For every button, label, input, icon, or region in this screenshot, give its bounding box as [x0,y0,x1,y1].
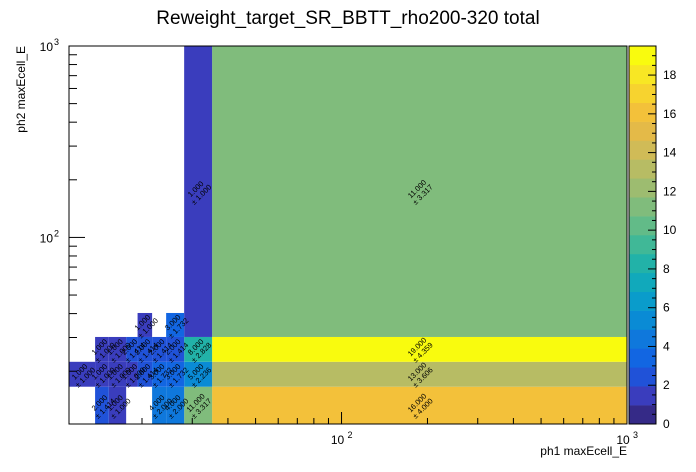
colorbar-tick-label: 8 [663,262,670,276]
heatmap-cell [108,361,127,387]
heatmap-cell [184,361,213,387]
colorbar-segment [629,121,656,141]
colorbar-segment [629,367,656,387]
colorbar-segment [629,253,656,274]
colorbar-tick-label: 10 [663,223,677,237]
heatmap-cell [212,361,627,387]
heatmap-cell [184,386,213,424]
colorbar-segment [629,140,656,160]
colorbar-tick-label: 2 [663,378,670,392]
colorbar-segment [629,405,656,425]
colorbar-segment [629,197,656,217]
heatmap-cell [95,386,109,424]
colorbar-segment [629,348,656,368]
colorbar-segment [629,310,656,330]
y-tick-exponent: 2 [54,228,59,238]
colorbar-tick-label: 18 [663,68,677,82]
heatmap-cell [95,336,109,362]
y-tick-label: 10 [40,40,54,54]
colorbar-segment [629,178,656,198]
y-axis-title: ph2 maxEcell_E [14,46,28,133]
axes: 10 2 10 310 210 3 [40,37,638,447]
heatmap-cell [137,336,153,362]
heatmap-cell [126,361,138,387]
heatmap-cell [184,336,213,362]
colorbar-segment [629,216,656,236]
x-tick-exponent: 2 [348,430,353,440]
colorbar-tick-label: 4 [663,339,670,353]
heatmap-cell [137,312,153,337]
heatmap-cell [152,336,167,362]
colorbar-segment [629,159,656,179]
heatmap-cell [184,46,213,337]
heatmap-cell [152,361,167,387]
x-tick-label: 10 [616,433,630,447]
colorbar-segment [629,102,656,122]
heatmap-cell [69,361,96,387]
heatmap-cell [166,386,185,424]
heatmap-bins [69,46,627,424]
colorbar-tick-label: 0 [663,417,670,431]
colorbar-segment [629,235,656,255]
colorbar-segment [629,46,656,66]
x-axis-title: ph1 maxEcell_E [540,444,627,458]
heatmap-cell [95,361,109,387]
x-tick-exponent: 3 [633,430,638,440]
y-tick-exponent: 3 [54,37,59,47]
heatmap-cell [108,336,127,362]
colorbar-tick-label: 14 [663,146,677,160]
heatmap-cell [108,386,127,424]
colorbar-tick-label: 16 [663,107,677,121]
heatmap-cell [126,336,138,362]
heatmap-cell [166,312,185,337]
bin-label: 1.000± 1.000 [133,313,160,340]
colorbar-segment [629,83,656,103]
colorbar-tick-label: 12 [663,184,677,198]
plot-frame [68,45,628,425]
heatmap-cell [212,46,627,337]
heatmap-cell [212,336,627,362]
heatmap-cell [166,336,185,362]
chart-title: Reweight_target_SR_BBTT_rho200-320 total [156,8,539,29]
heatmap-cell [166,361,185,387]
colorbar-tick-label: 6 [663,301,670,315]
colorbar: 0 2 4 6 8 10 12 14 16 18 [628,45,677,431]
x-tick-label: 10 [331,433,345,447]
heatmap-cell [212,386,627,424]
colorbar-segment [629,291,656,311]
colorbar-segment [629,64,656,85]
colorbar-frame [628,45,657,425]
colorbar-segment [629,272,656,292]
y-tick-label: 10 [40,231,54,245]
heatmap-cell [152,386,167,424]
heatmap-cell [137,361,153,387]
colorbar-segment [629,386,656,406]
colorbar-segment [629,329,656,349]
